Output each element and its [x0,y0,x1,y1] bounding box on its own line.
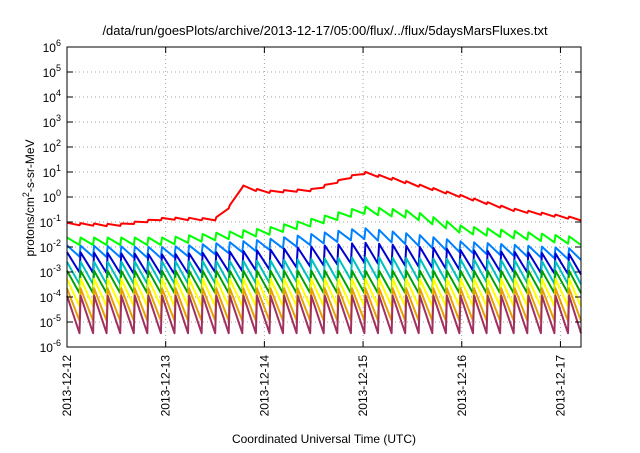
y-tick-label: 105 [43,63,61,80]
x-tick-label: 2013-12-15 [356,355,370,417]
chart-title: /data/run/goesPlots/archive/2013-12-17/0… [102,23,548,38]
y-tick-exp: 0 [56,188,61,198]
y-tick-exp: -4 [53,288,61,298]
y-tick-base: 10 [40,216,54,230]
y-tick-exp: 3 [56,113,61,123]
y-tick-base: 10 [40,266,54,280]
y-tick-exp: -2 [53,238,61,248]
series-line-5 [66,256,582,286]
y-tick-label: 10-4 [40,288,61,305]
y-axis-label-sup: 2 [21,192,31,197]
y-axis-label: protons/cm2-s-sr-MeV [21,139,37,256]
y-tick-base: 10 [43,91,57,105]
y-tick-exp: 2 [56,138,61,148]
y-tick-label: 103 [43,113,61,130]
y-tick-label: 10-2 [40,238,61,255]
x-tick-label: 2013-12-17 [553,355,567,417]
y-tick-label: 10-3 [40,263,61,280]
series-line-1 [66,170,582,228]
y-tick-base: 10 [40,241,54,255]
x-tick-label: 2013-12-12 [60,355,74,417]
x-tick-label: 2013-12-14 [257,355,271,417]
y-tick-base: 10 [43,66,57,80]
y-axis-label-prefix: protons/cm [23,197,37,256]
y-tick-base: 10 [43,41,57,55]
y-tick-label: 10-5 [40,313,61,330]
y-tick-exp: -5 [53,313,61,323]
y-tick-base: 10 [43,141,57,155]
y-tick-base: 10 [40,341,54,355]
series-line-9 [66,294,582,335]
y-tick-base: 10 [40,291,54,305]
y-tick-base: 10 [43,191,57,205]
series-line-3 [66,227,582,261]
tick-layer: 10610510410310210110010-110-210-310-410-… [40,38,581,416]
y-tick-label: 10-6 [40,338,61,355]
y-tick-label: 101 [43,163,61,180]
y-tick-exp: -6 [53,338,61,348]
x-tick-label: 2013-12-13 [159,355,173,417]
y-tick-label: 102 [43,138,61,155]
x-tick-label: 2013-12-16 [455,355,469,417]
y-tick-label: 104 [43,88,61,105]
y-tick-base: 10 [40,316,54,330]
series-line-4 [66,241,582,276]
series-line-2 [66,205,582,246]
y-tick-base: 10 [43,166,57,180]
x-axis-label: Coordinated Universal Time (UTC) [232,432,416,446]
y-axis-label-suffix: -s-sr-MeV [23,139,37,192]
y-tick-exp: -1 [53,213,61,223]
y-tick-exp: 4 [56,88,61,98]
y-tick-exp: -3 [53,263,61,273]
y-tick-exp: 5 [56,63,61,73]
y-tick-label: 100 [43,188,61,205]
y-tick-label: 106 [43,38,61,55]
y-tick-base: 10 [43,116,57,130]
y-tick-exp: 1 [56,163,61,173]
y-tick-label: 10-1 [40,213,61,230]
series-layer [66,170,582,335]
y-tick-exp: 6 [56,38,61,48]
